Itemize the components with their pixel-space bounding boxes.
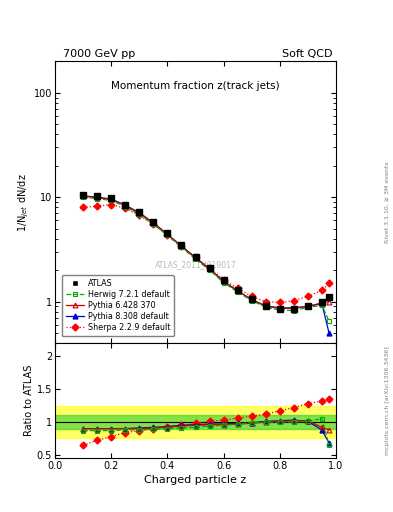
Bar — [55, 415, 336, 429]
X-axis label: Charged particle z: Charged particle z — [144, 475, 247, 485]
Text: Rivet 3.1.10, ≥ 3M events: Rivet 3.1.10, ≥ 3M events — [385, 161, 389, 243]
Text: Soft QCD: Soft QCD — [282, 49, 332, 59]
Text: 7000 GeV pp: 7000 GeV pp — [63, 49, 135, 59]
Text: Momentum fraction z(track jets): Momentum fraction z(track jets) — [111, 81, 280, 91]
Y-axis label: Ratio to ATLAS: Ratio to ATLAS — [24, 365, 34, 436]
Bar — [55, 406, 336, 438]
Legend: ATLAS, Herwig 7.2.1 default, Pythia 6.428 370, Pythia 8.308 default, Sherpa 2.2.: ATLAS, Herwig 7.2.1 default, Pythia 6.42… — [62, 275, 174, 336]
Text: ATLAS_2011_I919017: ATLAS_2011_I919017 — [154, 260, 237, 269]
Text: mcplots.cern.ch [arXiv:1306.3436]: mcplots.cern.ch [arXiv:1306.3436] — [385, 346, 389, 455]
Y-axis label: 1/N$_{jet}$ dN/dz: 1/N$_{jet}$ dN/dz — [17, 173, 31, 231]
